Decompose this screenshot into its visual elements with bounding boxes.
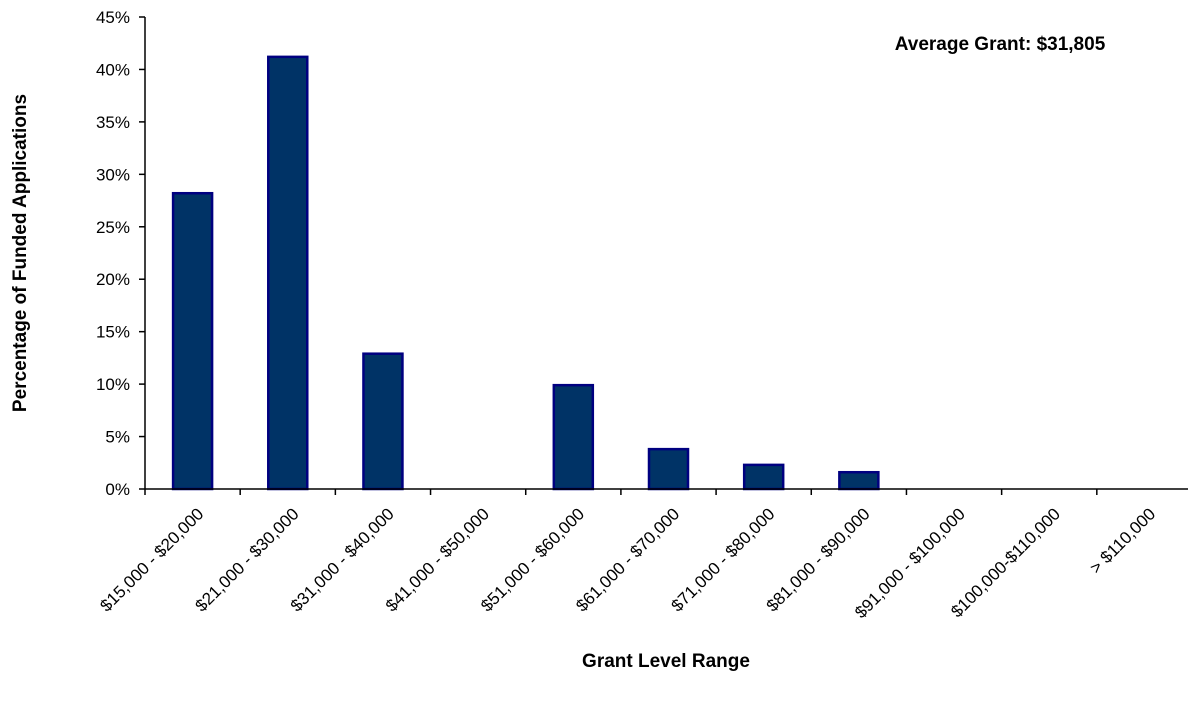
x-tick-label: $61,000 - $70,000: [572, 504, 683, 615]
bar: [171, 191, 214, 491]
x-axis-title: Grant Level Range: [582, 651, 750, 672]
y-tick-label: 20%: [96, 270, 130, 289]
average-grant-annotation: Average Grant: $31,805: [895, 34, 1106, 55]
bar: [742, 463, 785, 491]
y-ticks: 0% 5% 10% 15% 20% 25% 30% 35% 40% 45%: [96, 8, 145, 499]
y-tick-label: 5%: [105, 428, 130, 447]
y-tick-label: 35%: [96, 113, 130, 132]
x-tick-label: $71,000 - $80,000: [667, 504, 778, 615]
y-tick-label: 25%: [96, 218, 130, 237]
bar: [267, 55, 309, 491]
y-tick-label: 15%: [96, 323, 130, 342]
x-tick-label: $41,000 - $50,000: [382, 504, 493, 615]
x-tick-label: > $110,000: [1086, 504, 1159, 577]
y-tick-label: 40%: [96, 60, 130, 79]
x-tick-label: $31,000 - $40,000: [287, 504, 398, 615]
bar: [647, 447, 690, 491]
axes: [144, 17, 1188, 490]
x-tick-label: $51,000 - $60,000: [477, 504, 588, 615]
bar: [838, 470, 880, 491]
bar: [362, 352, 404, 491]
y-tick-label: 0%: [105, 480, 130, 499]
bars: [171, 55, 880, 491]
x-tick-label: $81,000 - $90,000: [763, 504, 874, 615]
y-tick-label: 45%: [96, 8, 130, 27]
x-tick-label: $15,000 - $20,000: [96, 504, 207, 615]
y-axis-title: Percentage of Funded Applications: [10, 94, 31, 412]
y-tick-label: 10%: [96, 375, 130, 394]
x-tick-label: $21,000 - $30,000: [192, 504, 303, 615]
x-ticks: $15,000 - $20,000$21,000 - $30,000$31,00…: [96, 489, 1159, 622]
y-tick-label: 30%: [96, 165, 130, 184]
bar: [552, 383, 595, 491]
